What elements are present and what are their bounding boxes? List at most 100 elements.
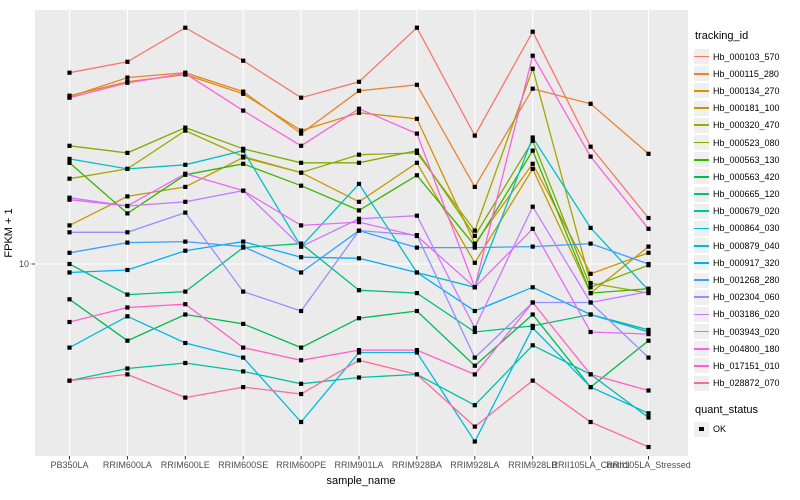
legend-item-label: Hb_001268_280: [713, 275, 780, 286]
data-point: [356, 208, 362, 213]
data-point: [183, 360, 188, 366]
x-tick-label: RRIM600LA: [103, 460, 152, 470]
data-point: [299, 391, 304, 397]
data-point: [356, 216, 362, 221]
x-tick-label: PB350LA: [50, 460, 88, 470]
data-point: [530, 378, 535, 383]
data-point: [299, 128, 304, 133]
data-point: [67, 70, 72, 75]
data-point: [67, 270, 72, 275]
data-point: [356, 79, 362, 84]
y-tick-label: 10: [19, 259, 29, 269]
data-point: [530, 226, 535, 231]
legend-key: [694, 272, 709, 288]
data-point: [299, 381, 304, 386]
data-point: [299, 170, 304, 175]
legend-item: Hb_017151_010: [694, 357, 798, 374]
data-point: [241, 89, 246, 94]
legend-item-label: Hb_000679_020: [713, 206, 780, 217]
data-point: [414, 150, 419, 155]
data-point: [356, 358, 362, 363]
ok-square-icon: [699, 426, 704, 432]
data-point: [414, 372, 419, 377]
data-point: [67, 197, 72, 202]
data-point: [299, 143, 304, 148]
legend-item: Hb_000115_280: [694, 65, 798, 82]
data-point: [67, 345, 72, 350]
data-point: [530, 204, 535, 209]
data-point: [356, 88, 362, 93]
data-point: [125, 372, 130, 377]
data-point: [183, 302, 188, 307]
legend-item: Hb_002304_060: [694, 289, 798, 306]
x-tick-label: RRII105LA_Control: [552, 460, 630, 470]
data-point: [67, 261, 72, 267]
legend-key: [694, 341, 709, 357]
data-point: [183, 395, 188, 400]
legend-item-label: Hb_000181_100: [713, 103, 780, 114]
data-point: [472, 260, 477, 265]
legend-key-line-icon: [694, 365, 709, 367]
x-tick-label: RRIM600LE: [161, 460, 210, 470]
data-point: [67, 319, 72, 325]
data-point: [183, 128, 188, 133]
legend-item-label: Hb_000103_570: [713, 51, 780, 62]
legend-item-label: Hb_000864_030: [713, 223, 780, 234]
legend-key: [694, 169, 709, 185]
legend-item: Hb_000134_270: [694, 82, 798, 99]
legend-key: [694, 358, 709, 374]
data-point: [183, 340, 188, 346]
data-point: [125, 150, 130, 155]
data-point: [530, 135, 535, 140]
data-point: [67, 143, 72, 148]
data-point: [588, 329, 593, 335]
data-point: [67, 160, 72, 165]
legend: tracking_id Hb_000103_570 Hb_000115_280 Hb…: [694, 30, 798, 438]
data-point: [646, 355, 651, 360]
legend-item: Hb_003186_020: [694, 306, 798, 323]
data-point: [414, 348, 419, 353]
legend-item: Hb_004800_180: [694, 340, 798, 357]
data-point: [472, 245, 477, 250]
legend-key-line-icon: [694, 227, 709, 230]
legend-item: Hb_000679_020: [694, 203, 798, 220]
data-point: [588, 385, 593, 390]
data-point: [183, 289, 188, 294]
data-point: [125, 305, 130, 310]
legend-key-line-icon: [694, 124, 709, 127]
data-point: [646, 289, 651, 294]
data-point: [472, 424, 477, 429]
data-point: [472, 308, 477, 314]
legend-item: Hb_003943_020: [694, 323, 798, 340]
data-point: [183, 125, 188, 130]
data-point: [588, 300, 593, 305]
quant-legend-title: quant_status: [695, 403, 758, 416]
x-tick-label: RRIM928BA: [392, 460, 442, 470]
data-point: [356, 256, 362, 261]
legend-key: [694, 238, 709, 254]
data-point: [241, 355, 246, 360]
legend-key-line-icon: [694, 55, 709, 58]
legend-item: Hb_000523_080: [694, 134, 798, 151]
data-point: [414, 25, 419, 30]
data-point: [67, 95, 72, 100]
data-point: [299, 358, 304, 363]
data-point: [588, 144, 593, 149]
data-point: [241, 239, 246, 244]
data-point: [241, 321, 246, 326]
data-point: [530, 244, 535, 249]
legend-key: [694, 375, 709, 391]
legend-key: [694, 203, 709, 219]
legend-key-line-icon: [694, 347, 709, 350]
legend-item: Hb_000563_420: [694, 168, 798, 185]
legend-item-label: Hb_003943_020: [713, 326, 780, 337]
data-point: [414, 213, 419, 218]
legend-key: [694, 324, 709, 340]
data-point: [356, 181, 362, 186]
data-point: [588, 372, 593, 377]
y-axis-title: FPKM + 1: [3, 208, 15, 257]
legend-key-line-icon: [694, 193, 709, 195]
data-point: [472, 233, 477, 239]
data-point: [588, 285, 593, 290]
data-point: [588, 281, 593, 286]
